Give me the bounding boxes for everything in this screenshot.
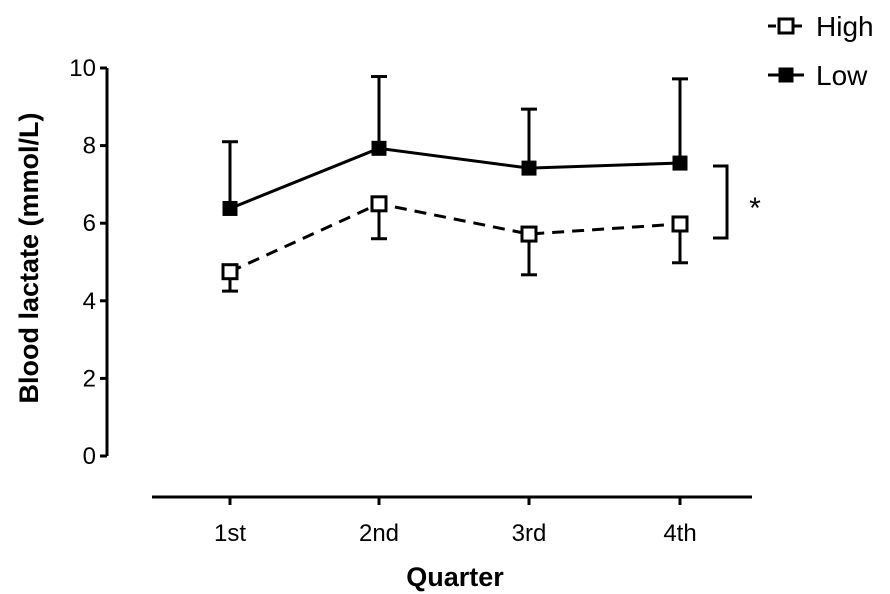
error-bar: [371, 75, 387, 149]
significance-bracket: [713, 164, 729, 240]
data-point-high: [520, 225, 538, 243]
data-point-low: [672, 155, 688, 171]
y-tick-label: 2: [83, 365, 96, 392]
series-line-high: [229, 202, 681, 274]
y-axis: 0 2 4 6 8 10: [69, 55, 109, 470]
data-point-low: [521, 160, 537, 176]
annotation-layer: *: [713, 164, 761, 240]
data-point-high: [221, 263, 239, 281]
series-layer: [221, 75, 689, 293]
error-bar: [222, 140, 238, 209]
x-tick-label: 1st: [214, 520, 246, 547]
series-high: [221, 195, 689, 293]
data-point-low: [222, 200, 238, 216]
y-tick-label: 4: [83, 288, 96, 315]
x-tick-label: 3rd: [512, 520, 547, 547]
error-bar: [521, 107, 537, 169]
legend-label: High: [816, 11, 874, 42]
significance-asterisk: *: [749, 192, 761, 225]
legend-marker: [778, 67, 794, 83]
x-tick-label: 2nd: [359, 520, 399, 547]
y-tick-label: 6: [83, 210, 96, 237]
error-bar: [672, 77, 688, 164]
y-tick-label: 0: [83, 443, 96, 470]
x-tick-label: 4th: [663, 520, 696, 547]
x-axis: 1st 2nd 3rd 4th: [152, 495, 752, 547]
legend: High Low: [768, 11, 874, 91]
series-low: [222, 75, 688, 216]
y-axis-title: Blood lactate (mmol/L): [14, 112, 44, 403]
legend-item-low: Low: [768, 60, 868, 91]
y-tick-label: 10: [69, 55, 96, 82]
legend-item-high: High: [768, 11, 874, 42]
x-axis-title: Quarter: [406, 562, 504, 592]
data-point-high: [671, 215, 689, 233]
y-tick-label: 8: [83, 133, 96, 160]
data-point-high: [370, 195, 388, 213]
legend-label: Low: [816, 60, 868, 91]
data-point-low: [371, 140, 387, 156]
series-line-low: [229, 146, 681, 210]
legend-marker: [777, 17, 795, 35]
